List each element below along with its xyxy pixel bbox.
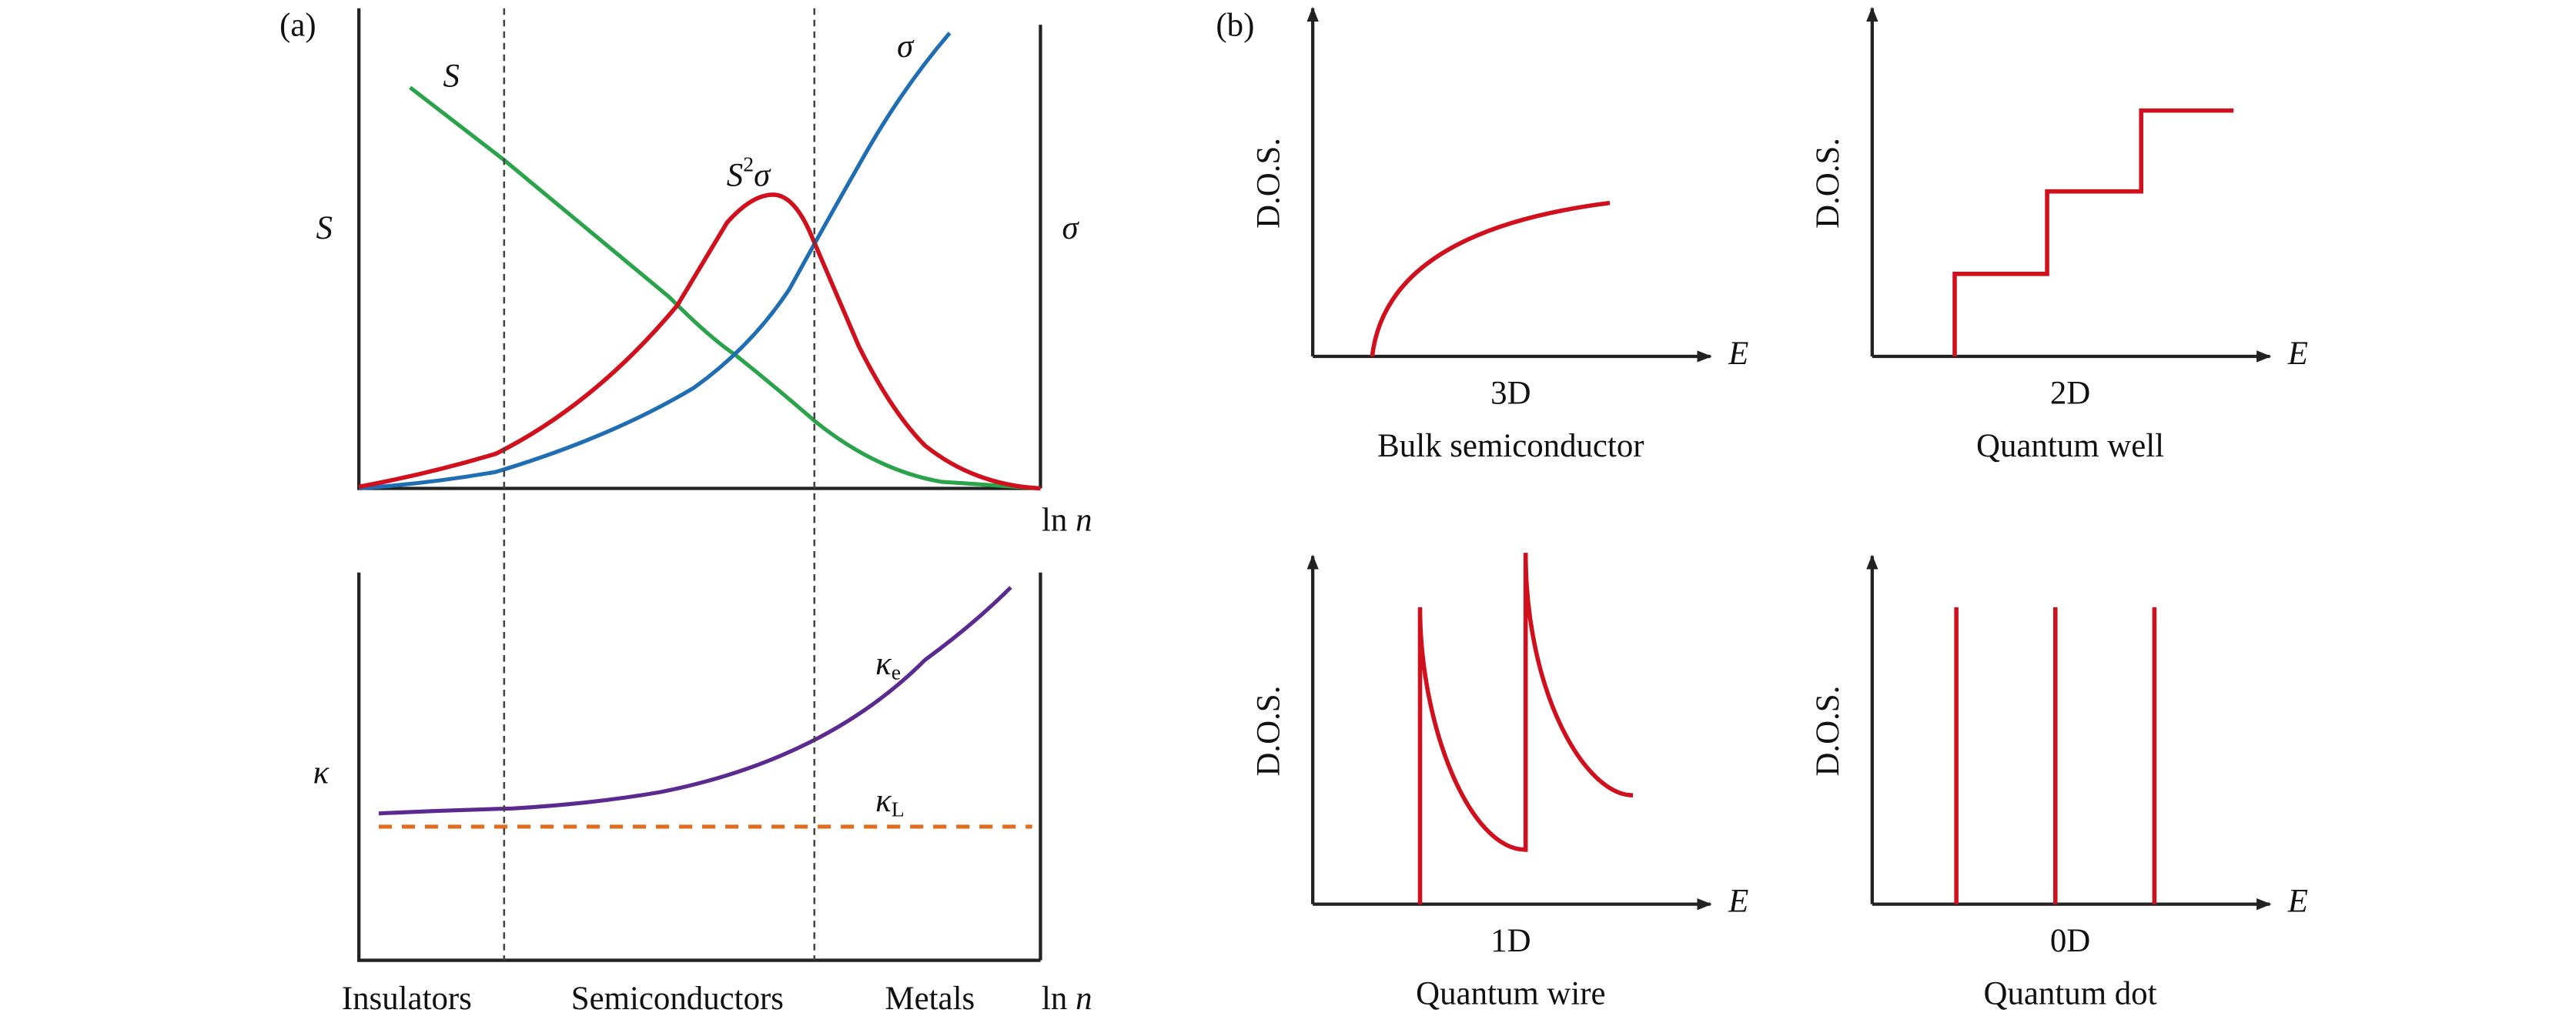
axis-label: E (1728, 884, 1748, 920)
panel-name: Quantum well (1976, 428, 2164, 464)
dos-panel: D.O.S. E 3D Bulk semiconductor (1250, 6, 1748, 464)
text: n (1076, 502, 1092, 538)
symbol: κ (875, 646, 892, 682)
dos-curve (1417, 553, 1634, 904)
symbol: κ (875, 783, 892, 819)
axis-label: D.O.S. (1810, 686, 1846, 777)
dos-curve (1952, 108, 2234, 357)
dos-curve (1370, 200, 1611, 357)
dos-panel: D.O.S. E 2D Quantum well (1810, 6, 2308, 464)
axis (357, 572, 1041, 962)
axis (357, 8, 1041, 490)
region-label: Metals (885, 981, 975, 1017)
dos-panel: D.O.S. E 1D Quantum wire (1250, 554, 1748, 1012)
symbol: S (727, 157, 743, 193)
axis-label: ln n (1042, 502, 1092, 538)
symbol: σ (754, 157, 771, 193)
curve-label: κe (875, 646, 901, 685)
text: ln (1042, 502, 1067, 538)
curve-power-factor (358, 192, 1041, 491)
subscript: e (892, 661, 901, 685)
region-label: Semiconductors (571, 981, 784, 1017)
text: n (1076, 981, 1092, 1017)
dos-panels: D.O.S. E 3D Bulk semiconductor D.O.S. E 2D Quan… (1250, 6, 2308, 1012)
curve-label: S (443, 59, 460, 95)
axis-label: D.O.S. (1250, 686, 1286, 777)
dimension-label: 1D (1490, 923, 1531, 959)
axis-label: κ (313, 754, 330, 791)
superscript: 2 (743, 153, 754, 177)
curve-label: σ (897, 28, 915, 65)
panel-label: (b) (1216, 7, 1254, 43)
curve-s (409, 85, 1041, 491)
panel-name: Quantum dot (1984, 976, 2157, 1012)
axis-label: σ (1062, 210, 1079, 246)
axis-label: S (316, 210, 332, 246)
axis-label: D.O.S. (1810, 138, 1846, 229)
axis-label: ln n (1042, 981, 1092, 1017)
dos-curve (1954, 607, 2157, 904)
panel-a-top: S σ S2σ S σ ln n (316, 8, 1092, 538)
panel-a-bottom: κe κL κ Insulators Semiconductors Metals… (313, 572, 1092, 1017)
axis-label: E (2287, 884, 2308, 920)
dos-panel: D.O.S. E 0D Quantum dot (1810, 554, 2308, 1012)
curve-label: κL (875, 783, 905, 822)
dimension-label: 0D (2050, 923, 2090, 959)
axis-label: E (2287, 336, 2308, 372)
curve-kappa-e (378, 586, 1012, 816)
panel-name: Quantum wire (1416, 976, 1605, 1012)
panel-label: (a) (279, 7, 316, 43)
axis-label: D.O.S. (1250, 138, 1286, 229)
dimension-label: 2D (2050, 375, 2090, 411)
region-label: Insulators (342, 981, 472, 1017)
subscript: L (892, 798, 905, 822)
panel-name: Bulk semiconductor (1377, 428, 1644, 464)
curve-sigma (359, 32, 952, 491)
axis-label: E (1728, 336, 1748, 372)
dimension-label: 3D (1490, 375, 1531, 411)
text: ln (1042, 981, 1067, 1017)
curve-label: S2σ (727, 153, 771, 193)
